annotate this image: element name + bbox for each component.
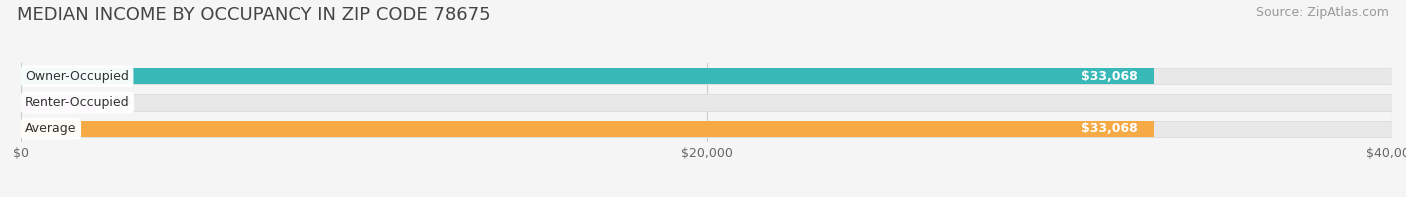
Text: $33,068: $33,068: [1081, 122, 1137, 135]
Bar: [21, 121, 1392, 137]
Text: $33,068: $33,068: [1081, 70, 1137, 83]
Text: Source: ZipAtlas.com: Source: ZipAtlas.com: [1256, 6, 1389, 19]
Bar: [21, 68, 1154, 84]
Bar: [21, 68, 1392, 84]
Text: $0: $0: [112, 96, 131, 109]
Text: Renter-Occupied: Renter-Occupied: [25, 96, 129, 109]
Text: Average: Average: [25, 122, 77, 135]
Bar: [21, 121, 1154, 137]
Bar: [21, 94, 1392, 111]
Bar: [21, 94, 97, 111]
Text: MEDIAN INCOME BY OCCUPANCY IN ZIP CODE 78675: MEDIAN INCOME BY OCCUPANCY IN ZIP CODE 7…: [17, 6, 491, 24]
Text: Owner-Occupied: Owner-Occupied: [25, 70, 129, 83]
